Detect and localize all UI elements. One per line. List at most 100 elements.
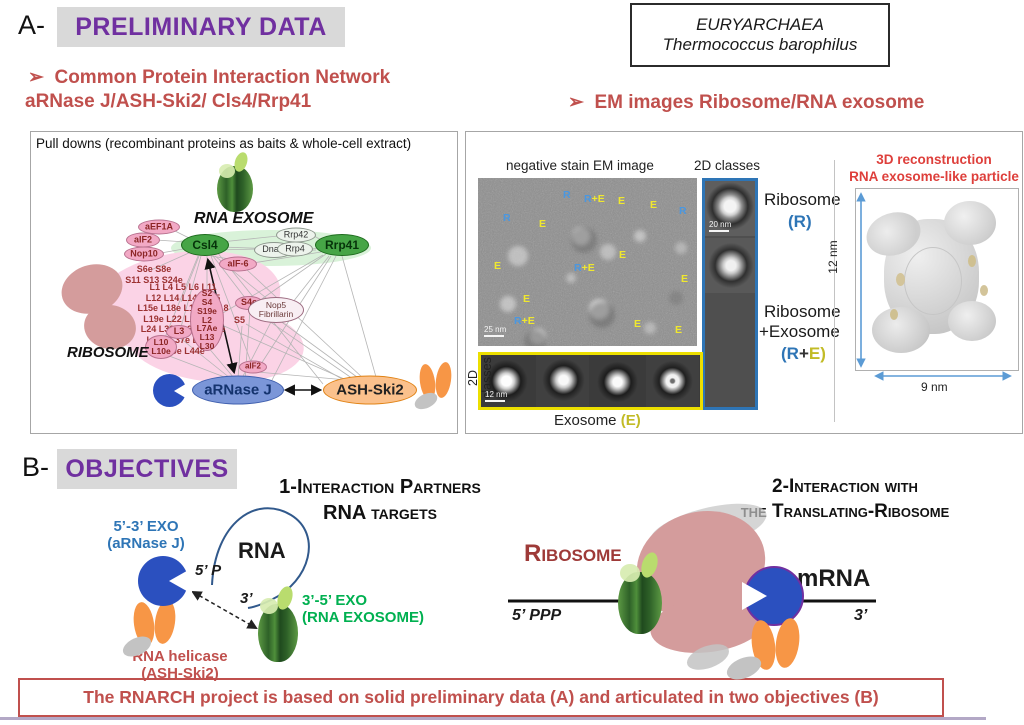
- em-ann-r: R: [563, 189, 571, 201]
- class-exosome-2: [536, 355, 589, 407]
- recon-box: [855, 188, 1019, 371]
- recon-title2: RNA exosome-like particle: [849, 169, 1019, 184]
- exosome-row-label: Exosome (E): [554, 412, 641, 429]
- exosome-classes-row: 12 nm: [478, 352, 703, 410]
- class-exosome-3: [591, 355, 644, 407]
- node-rrp42: Rrp42: [276, 227, 316, 243]
- recon-width-label: 9 nm: [921, 380, 948, 394]
- three-prime-label: 3’: [240, 590, 253, 607]
- em-ann-e: E: [650, 199, 658, 211]
- exosome-icon: [211, 150, 261, 212]
- objective2-line1: 2-Interaction with: [772, 476, 918, 497]
- bottom-divider: [0, 717, 986, 720]
- arnasej-pacman-icon: [153, 374, 186, 407]
- helicase-label: RNA helicase (ASH-Ski2): [132, 648, 228, 682]
- objective1-line1: 1-Interaction Partners: [279, 476, 481, 498]
- ashski2-icon: [412, 360, 462, 418]
- em-ann-r: R: [503, 212, 511, 224]
- five-p-label: 5’ P: [195, 562, 222, 579]
- e-tag: (E): [620, 412, 641, 429]
- conclusion-banner: The RNARCH project is based on solid pre…: [18, 678, 944, 717]
- exo35-label: 3’-5’ EXO (RNA EXOSOME): [302, 592, 424, 626]
- network-panel: Pull downs (recombinant proteins as bait…: [30, 131, 458, 434]
- ribo-exo-label1: Ribosome: [764, 302, 841, 321]
- node-aif2b: aIF2: [239, 360, 267, 374]
- node-l3: L3: [166, 325, 192, 339]
- ashski2-icon-b2: [723, 616, 814, 688]
- class-ribosome-2: [705, 238, 755, 293]
- node-rrp41: Rrp41: [315, 234, 369, 256]
- ribosome-label-b: Ribosome: [524, 540, 622, 567]
- em-ann-e: E: [539, 218, 547, 230]
- exo53-label: 5’-3’ EXO (aRNase J): [107, 518, 185, 552]
- recon-dimension-arrows: [856, 192, 1012, 381]
- ribosome-class-label: Ribosome: [764, 190, 841, 209]
- organism-line1: EURYARCHAEA: [696, 15, 824, 34]
- section-a-label: A-: [18, 10, 45, 40]
- section-a-title: PRELIMINARY DATA: [57, 7, 345, 47]
- em-image-title: negative stain EM image: [506, 158, 654, 173]
- exosome-icon-b1: [252, 584, 304, 664]
- bullet-arrow-icon: ➢: [28, 67, 44, 88]
- exosome-icon-b2: [612, 550, 668, 636]
- em-ann-re: R+E: [514, 315, 535, 327]
- node-ashski2: ASH-Ski2: [323, 375, 417, 405]
- node-aef1a: aEF1A: [138, 219, 180, 235]
- em-ann-e: E: [634, 318, 642, 330]
- section-b-title: OBJECTIVES: [57, 449, 237, 489]
- node-s-oval: S2 S4 S19e L2 L7Ae L13 L30: [190, 288, 224, 351]
- objective2-line2: the Translating-Ribosome: [740, 501, 950, 522]
- five-ppp-label: 5’ PPP: [512, 607, 562, 624]
- em-ann-e: E: [619, 249, 627, 261]
- node-nop5: Nop5 Fibrillarin: [248, 297, 304, 323]
- organism-box: EURYARCHAEA Thermococcus barophilus: [630, 3, 890, 67]
- mrna-label: mRNA: [797, 565, 871, 592]
- bullet-arrow-icon: ➢: [568, 92, 584, 113]
- node-s5: S5: [234, 315, 246, 325]
- bullet-em-text: EM images Ribosome/RNA exosome: [594, 92, 925, 113]
- organism-line2: Thermococcus barophilus: [662, 35, 858, 54]
- em-ann-re: R+E: [584, 193, 605, 205]
- node-aif6: aIF-6: [219, 256, 257, 272]
- node-csl4: Csl4: [181, 234, 229, 256]
- ashski2-icon-b: [119, 598, 186, 664]
- em-ann-e: E: [494, 260, 502, 272]
- class-exosome-4: [646, 355, 699, 407]
- rna-exosome-label: RNA EXOSOME: [194, 210, 314, 227]
- node-nop10: Nop10: [124, 246, 164, 262]
- em-ann-e: E: [523, 293, 531, 305]
- node-l10: L10 L10e: [145, 335, 177, 359]
- arnasej-pacman-icon-b2: [744, 566, 804, 626]
- classes-column: 20 nm: [702, 178, 758, 410]
- em-scalebar-12nm: 12 nm: [485, 391, 507, 402]
- objective1-line2: RNA targets: [323, 502, 437, 524]
- em-2dclasses-title: 2D classes: [694, 158, 761, 173]
- re-tag: (R+E): [781, 344, 826, 363]
- class-exosome-1: [481, 355, 534, 407]
- em-ann-e: E: [618, 195, 626, 207]
- em-micrograph: [478, 178, 697, 346]
- section-b-label: B-: [22, 452, 49, 482]
- em-ann-r: R: [679, 205, 687, 217]
- ribosome-label: RIBOSOME: [67, 344, 149, 361]
- bullet-em: ➢ EM images Ribosome/RNA exosome: [568, 91, 924, 114]
- panel-divider: [834, 160, 835, 422]
- ribo-exo-label2: +Exosome: [759, 322, 840, 341]
- em-panel: negative stain EM image 2D classes: [465, 131, 1023, 434]
- network-caption: Pull downs (recombinant proteins as bait…: [36, 136, 412, 151]
- arnasej-pacman-icon-b: [138, 556, 188, 606]
- r-tag: (R): [788, 212, 812, 231]
- s-cluster: S6e S8e S11 S13 S24e: [125, 264, 183, 285]
- em-scalebar-25nm: 25 nm: [484, 326, 506, 337]
- em-ann-e: E: [675, 324, 683, 336]
- node-rrp4: Rrp4: [277, 241, 313, 257]
- em-ann-re: R+E: [574, 262, 595, 274]
- three-prime2-label: 3’: [854, 607, 868, 624]
- node-arnasej: aRNase J: [192, 375, 284, 405]
- bullet-network-text: Common Protein Interaction Network: [54, 67, 391, 88]
- node-aif2: aIF2: [126, 232, 160, 248]
- rna-label: RNA: [238, 538, 286, 563]
- em-scalebar-20nm: 20 nm: [709, 221, 731, 232]
- recon-title1: 3D reconstruction: [876, 152, 992, 167]
